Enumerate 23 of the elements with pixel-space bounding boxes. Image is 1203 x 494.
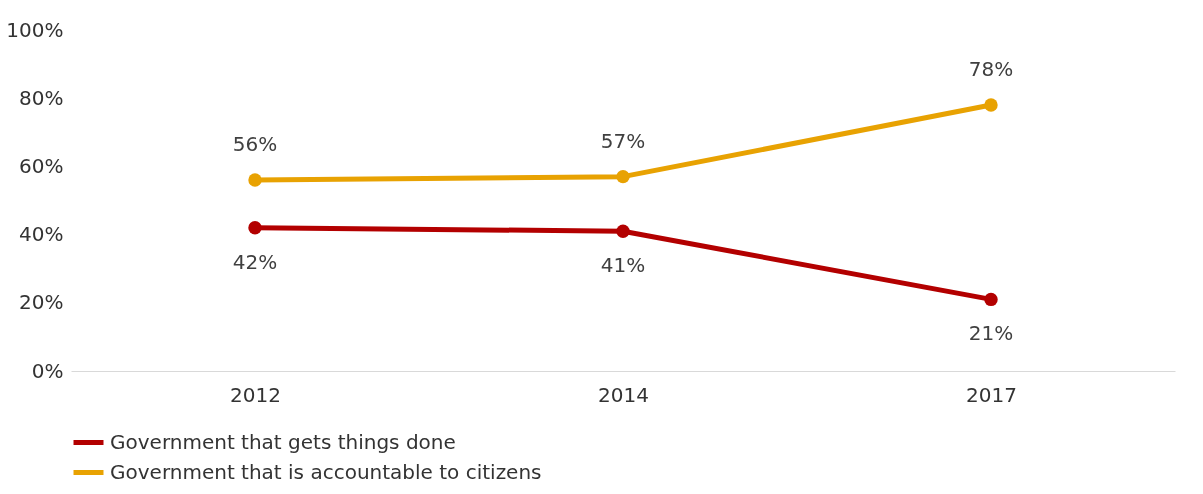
y-tick-label: 20% (19, 290, 64, 315)
y-tick-label: 40% (19, 222, 64, 247)
y-tick-label: 100% (6, 17, 64, 42)
y-tick-label: 80% (19, 85, 64, 110)
point (248, 221, 262, 235)
point (248, 173, 262, 187)
y-tick-label: 0% (31, 358, 64, 383)
point (984, 292, 998, 307)
x-tick-label: 2014 (598, 382, 649, 407)
point (616, 169, 630, 184)
point (616, 224, 630, 238)
x-tick-label: 2012 (230, 382, 281, 407)
data-label: 42% (232, 249, 278, 274)
point (984, 98, 998, 112)
data-label: 21% (968, 321, 1014, 346)
data-label: 78% (968, 57, 1014, 82)
legend-label: Government that is accountable to citizens (110, 459, 542, 484)
data-label: 41% (600, 253, 646, 278)
data-label: 57% (600, 128, 646, 153)
x-tick-label: 2017 (966, 382, 1017, 407)
legend-label: Government that gets things done (110, 429, 456, 454)
y-tick-label: 60% (19, 153, 64, 178)
data-label: 56% (232, 132, 278, 157)
